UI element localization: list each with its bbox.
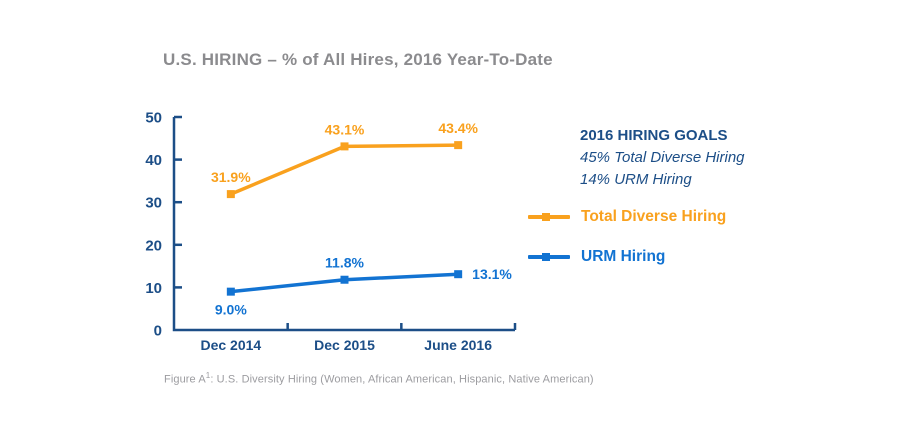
legend-item-urm-hiring: URM Hiring [528, 248, 665, 266]
legend-label-total-diverse-hiring: Total Diverse Hiring [581, 208, 727, 225]
y-tick-label-10: 10 [145, 280, 162, 297]
figure-caption-text: : U.S. Diversity Hiring (Women, African … [210, 373, 594, 386]
y-tick-label-20: 20 [145, 237, 162, 254]
figure-caption: Figure A1: U.S. Diversity Hiring (Women,… [164, 371, 594, 386]
legend-label-urm-hiring: URM Hiring [581, 248, 666, 265]
legend-square-marker-icon [542, 213, 550, 221]
point-marker-total-diverse-hiring-2 [454, 141, 463, 150]
goal-total-diverse-hiring: 45% Total Diverse Hiring [580, 149, 745, 166]
point-label-total-diverse-hiring-0: 31.9% [211, 169, 251, 185]
point-label-total-diverse-hiring-2: 43.4% [438, 120, 478, 136]
y-tick-label-30: 30 [145, 195, 162, 212]
hiring-goals-block: 2016 HIRING GOALS 45% Total Diverse Hiri… [580, 125, 745, 191]
point-marker-urm-hiring-1 [340, 275, 349, 284]
legend-item-total-diverse-hiring: Total Diverse Hiring [528, 208, 726, 226]
x-label-june-2016: June 2016 [424, 337, 492, 353]
legend-swatch-total-diverse-hiring [528, 212, 570, 222]
y-tick-label-0: 0 [154, 323, 162, 340]
point-marker-total-diverse-hiring-1 [340, 142, 349, 151]
point-marker-urm-hiring-0 [226, 287, 235, 296]
y-tick-label-50: 50 [145, 110, 162, 127]
goal-urm-hiring: 14% URM Hiring [580, 171, 692, 188]
x-label-dec-2015: Dec 2015 [314, 337, 375, 353]
point-marker-urm-hiring-2 [454, 270, 463, 279]
point-label-urm-hiring-0: 9.0% [215, 302, 247, 318]
point-label-urm-hiring-2: 13.1% [472, 266, 512, 282]
legend-swatch-urm-hiring [528, 252, 570, 262]
chart-title: U.S. HIRING – % of All Hires, 2016 Year-… [163, 50, 553, 69]
point-label-urm-hiring-1: 11.8% [325, 255, 364, 271]
goals-heading: 2016 HIRING GOALS [580, 127, 728, 144]
point-label-total-diverse-hiring-1: 43.1% [325, 121, 365, 137]
series-line-total-diverse-hiring [230, 143, 459, 196]
y-tick-label-40: 40 [145, 152, 162, 169]
figure-caption-superscript: 1 [205, 371, 211, 380]
x-label-dec-2014: Dec 2014 [200, 337, 261, 353]
legend-square-marker-icon [542, 253, 550, 261]
point-marker-total-diverse-hiring-0 [226, 190, 235, 199]
figure-caption-prefix: Figure A [164, 373, 206, 386]
